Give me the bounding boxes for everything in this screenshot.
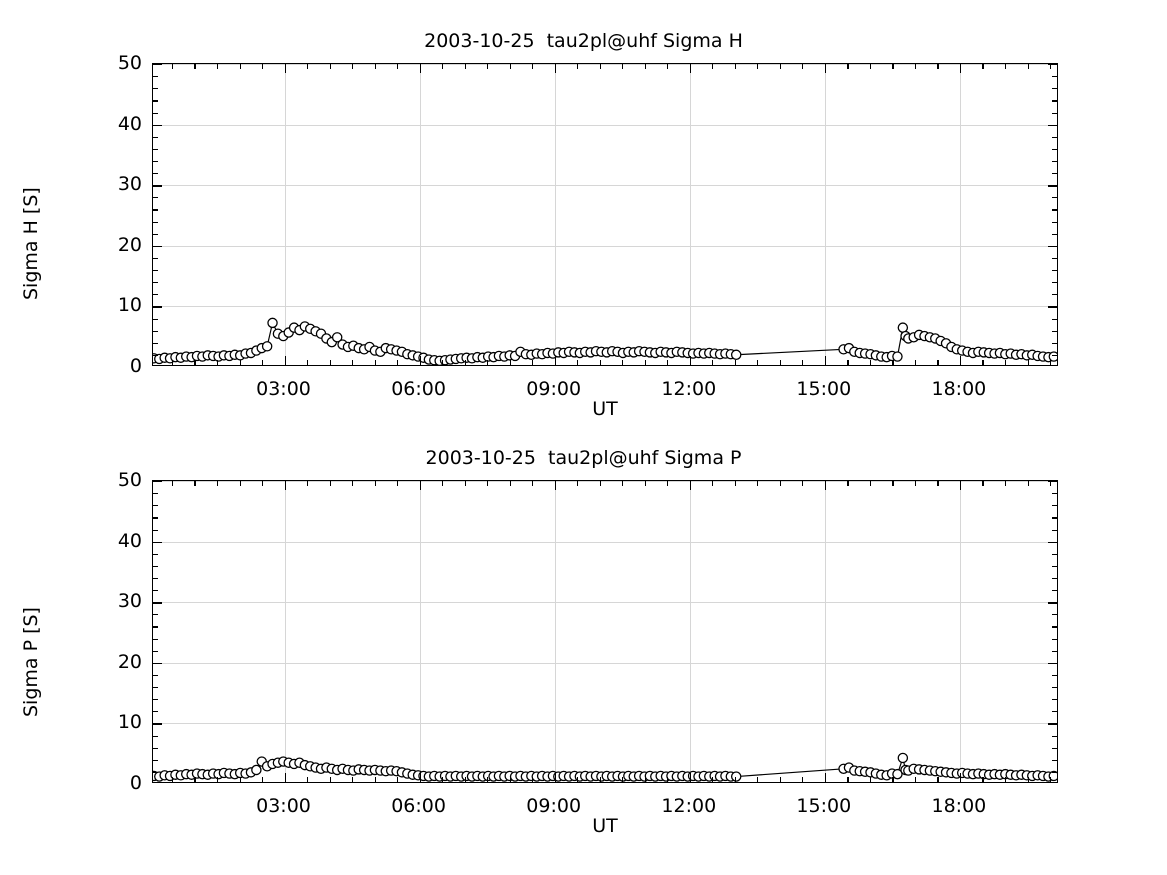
x-axis-label-sigma-p: UT: [592, 815, 618, 837]
x-tick-label: 09:00: [526, 795, 582, 817]
panel-sigma-p: 2003-10-25 tau2pl@uhf Sigma P Sigma P [S…: [0, 417, 1167, 875]
data-point-marker: [730, 349, 742, 360]
data-point-marker: [897, 322, 909, 333]
data-point-marker: [261, 341, 273, 352]
chart-title-sigma-p: 2003-10-25 tau2pl@uhf Sigma P: [425, 447, 742, 469]
y-tick-label: 50: [117, 469, 142, 491]
x-tick-label: 03:00: [256, 378, 311, 400]
x-tick-label: 09:00: [526, 378, 582, 400]
x-tick-label: 18:00: [931, 795, 987, 817]
chart-title-sigma-h: 2003-10-25 tau2pl@uhf Sigma H: [424, 30, 743, 52]
y-tick-label: 20: [117, 650, 142, 673]
x-tick-label: 06:00: [391, 378, 446, 400]
x-axis-label-sigma-h: UT: [592, 398, 618, 420]
y-tick-label: 30: [117, 173, 142, 196]
x-tick-label: 12:00: [661, 795, 717, 817]
plot-area-sigma-h[interactable]: [152, 63, 1058, 366]
x-tick-label: 12:00: [661, 378, 717, 400]
x-tick-label: 03:00: [256, 795, 311, 817]
data-point-marker: [892, 768, 903, 780]
y-axis-label-sigma-p: Sigma P [S]: [20, 607, 42, 717]
y-tick-label: 0: [129, 355, 142, 377]
y-tick-label: 30: [117, 590, 142, 613]
data-point-marker: [267, 317, 278, 329]
y-tick-label: 50: [117, 52, 142, 74]
data-point-marker: [897, 752, 909, 764]
y-axis-label-sigma-h: Sigma H [S]: [20, 187, 42, 300]
y-tick-label: 10: [117, 711, 142, 734]
data-point-marker: [1048, 770, 1057, 782]
y-tick-label: 10: [117, 294, 142, 317]
y-tick-label: 0: [129, 772, 142, 794]
x-tick-label: 15:00: [796, 795, 852, 817]
data-point-marker: [1048, 351, 1057, 362]
data-point-marker: [331, 332, 343, 343]
data-point-marker: [251, 764, 262, 776]
data-series-sigma-p: [153, 752, 1057, 782]
x-tick-label: 18:00: [931, 378, 987, 400]
plot-area-sigma-p[interactable]: [152, 480, 1058, 783]
data-point-marker: [892, 351, 903, 362]
x-tick-label: 15:00: [796, 378, 852, 400]
y-tick-label: 40: [117, 529, 142, 552]
y-tick-label: 20: [117, 233, 142, 256]
panel-sigma-h: 2003-10-25 tau2pl@uhf Sigma H Sigma H [S…: [0, 0, 1167, 437]
data-point-marker: [730, 771, 742, 782]
y-tick-label: 40: [117, 112, 142, 135]
x-tick-label: 06:00: [391, 795, 446, 817]
data-series-sigma-h: [153, 317, 1057, 365]
